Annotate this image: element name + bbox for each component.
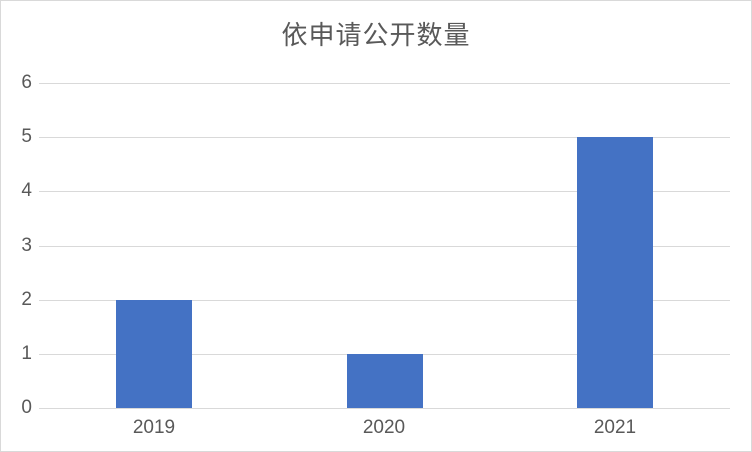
gridline [39, 137, 730, 138]
chart-title: 依申请公开数量 [281, 20, 471, 50]
bar-2020 [347, 353, 423, 408]
gridline [39, 83, 730, 84]
x-axis-label: 2019 [132, 417, 176, 438]
gridline [39, 408, 730, 409]
x-axis: 2019 2020 2021 [39, 414, 730, 446]
gridline [39, 300, 730, 301]
y-axis: 0 1 2 3 4 5 6 [1, 72, 32, 418]
y-axis-tick-label: 4 [21, 180, 32, 201]
y-axis-tick-label: 3 [21, 235, 32, 256]
x-axis-label: 2021 [593, 417, 637, 438]
gridline [39, 246, 730, 247]
bar-2019 [116, 299, 192, 408]
x-axis-label: 2020 [362, 417, 406, 438]
plot-area [39, 83, 730, 409]
y-axis-tick-label: 6 [21, 72, 32, 93]
bar-2021 [577, 137, 653, 408]
y-axis-tick-label: 5 [21, 126, 32, 147]
y-axis-tick-label: 0 [21, 397, 32, 418]
gridline [39, 191, 730, 192]
y-axis-tick-label: 2 [21, 289, 32, 310]
y-axis-tick-label: 1 [21, 343, 32, 364]
